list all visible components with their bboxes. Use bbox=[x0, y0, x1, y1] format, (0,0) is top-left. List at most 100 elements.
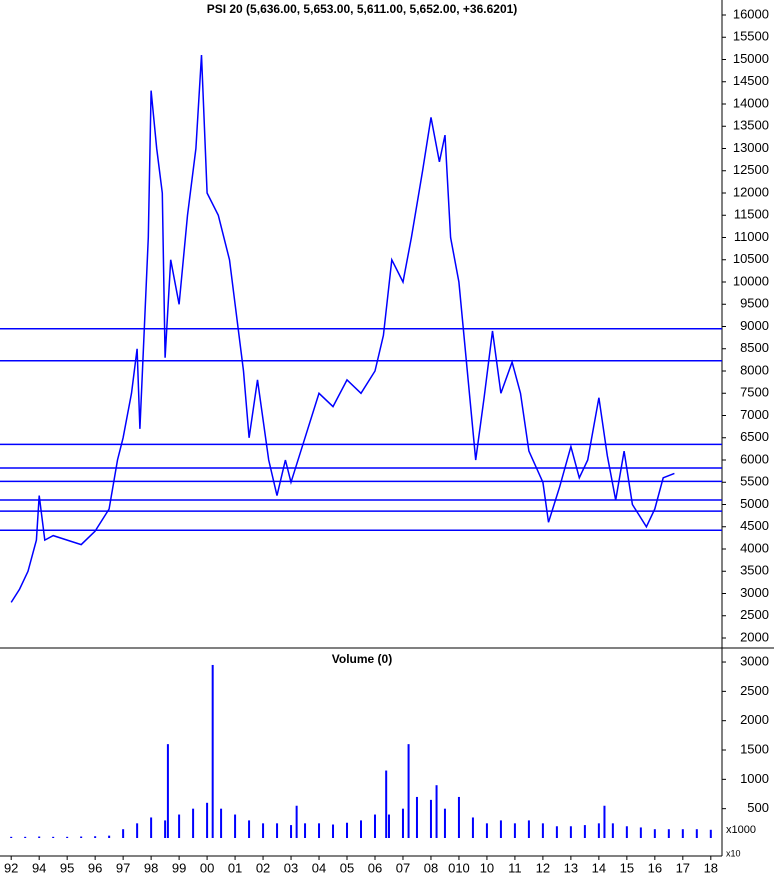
volume-bar bbox=[611, 823, 614, 838]
volume-bar bbox=[709, 829, 712, 838]
x-tick-label: 03 bbox=[284, 860, 298, 875]
x-tick-label: 96 bbox=[88, 860, 102, 875]
volume-bar bbox=[513, 823, 516, 838]
x-tick-label: 18 bbox=[704, 860, 718, 875]
volume-bar bbox=[24, 836, 27, 838]
y-tick-label: 14500 bbox=[733, 73, 769, 88]
volume-bar bbox=[401, 808, 404, 838]
volume-bar bbox=[38, 836, 41, 838]
x-tick-label: 97 bbox=[116, 860, 130, 875]
y-tick-label: 3500 bbox=[740, 563, 769, 578]
volume-bar bbox=[166, 744, 169, 838]
y-tick-label: 16000 bbox=[733, 6, 769, 21]
volume-bar bbox=[667, 829, 670, 838]
volume-bar bbox=[555, 826, 558, 838]
volume-bar bbox=[136, 823, 139, 838]
volume-bar bbox=[94, 836, 97, 838]
volume-bar bbox=[295, 805, 298, 838]
y-tick-label: 7000 bbox=[740, 407, 769, 422]
volume-bar bbox=[681, 829, 684, 838]
volume-bar bbox=[318, 823, 321, 838]
volume-bar bbox=[220, 808, 223, 838]
volume-bar bbox=[164, 820, 167, 838]
x-tick-label: 010 bbox=[448, 860, 470, 875]
volume-bar bbox=[527, 820, 530, 838]
volume-bar bbox=[178, 814, 181, 838]
x-tick-label: 17 bbox=[676, 860, 690, 875]
volume-bar bbox=[385, 770, 388, 838]
axis-note: x10 bbox=[726, 848, 741, 858]
y-tick-label: 11000 bbox=[734, 229, 769, 244]
volume-bar bbox=[603, 805, 606, 838]
volume-bar bbox=[695, 829, 698, 838]
y-tick-label: 6000 bbox=[740, 451, 769, 466]
y-tick-label: 5500 bbox=[740, 474, 769, 489]
y-tick-label: 3000 bbox=[740, 585, 769, 600]
volume-bar bbox=[211, 664, 214, 838]
y-tick-label: 8500 bbox=[740, 340, 769, 355]
volume-bar bbox=[485, 823, 488, 838]
y-tick-label: 13000 bbox=[733, 140, 769, 155]
y-tick-label: 1000 bbox=[740, 771, 769, 786]
y-tick-label: 2000 bbox=[740, 629, 769, 644]
y-tick-label: 14000 bbox=[733, 95, 769, 110]
volume-bar bbox=[80, 836, 83, 838]
volume-bar bbox=[569, 826, 572, 838]
y-tick-label: 9000 bbox=[740, 318, 769, 333]
volume-bar bbox=[66, 836, 69, 838]
volume-bar bbox=[597, 823, 600, 838]
chart-title: Volume (0) bbox=[332, 652, 392, 666]
x-tick-label: 10 bbox=[480, 860, 494, 875]
volume-bar bbox=[541, 823, 544, 838]
y-tick-label: 6500 bbox=[740, 429, 769, 444]
x-tick-label: 99 bbox=[172, 860, 186, 875]
y-tick-label: 15500 bbox=[733, 29, 769, 44]
y-tick-label: 500 bbox=[747, 800, 769, 815]
x-tick-label: 13 bbox=[564, 860, 578, 875]
volume-bar bbox=[234, 814, 237, 838]
x-tick-label: 12 bbox=[536, 860, 550, 875]
volume-bar bbox=[499, 820, 502, 838]
volume-bar bbox=[150, 817, 153, 838]
volume-bar bbox=[192, 808, 195, 838]
x-tick-label: 04 bbox=[312, 860, 326, 875]
volume-bar bbox=[387, 814, 390, 838]
volume-bar bbox=[653, 829, 656, 838]
y-tick-label: 4500 bbox=[740, 518, 769, 533]
volume-bar bbox=[471, 817, 474, 838]
volume-bar bbox=[625, 826, 628, 838]
volume-bar bbox=[360, 820, 362, 838]
x-tick-label: 06 bbox=[368, 860, 382, 875]
x-tick-label: 11 bbox=[508, 860, 522, 875]
y-tick-label: 4000 bbox=[740, 540, 769, 555]
x-tick-label: 95 bbox=[60, 860, 74, 875]
volume-bar bbox=[290, 825, 293, 838]
volume-bar bbox=[435, 785, 438, 838]
y-tick-label: 10000 bbox=[733, 273, 769, 288]
y-tick-label: 2000 bbox=[740, 712, 769, 727]
y-tick-label: 13500 bbox=[733, 118, 769, 133]
x-tick-label: 16 bbox=[648, 860, 662, 875]
volume-bar bbox=[429, 799, 432, 838]
volume-bar bbox=[52, 836, 55, 838]
volume-bar bbox=[304, 823, 307, 838]
y-tick-label: 2500 bbox=[740, 607, 769, 622]
y-tick-label: 1500 bbox=[740, 741, 769, 756]
x-tick-label: 92 bbox=[4, 860, 18, 875]
x-tick-label: 94 bbox=[32, 860, 46, 875]
unit-label: x1000 bbox=[726, 824, 756, 836]
volume-bar bbox=[373, 814, 376, 838]
volume-bar bbox=[122, 829, 125, 838]
x-tick-label: 00 bbox=[200, 860, 214, 875]
x-tick-label: 14 bbox=[592, 860, 606, 875]
volume-bar bbox=[248, 820, 251, 838]
y-tick-label: 15000 bbox=[733, 51, 769, 66]
y-tick-label: 2500 bbox=[740, 683, 769, 698]
volume-bar bbox=[407, 744, 410, 838]
volume-bar bbox=[415, 796, 418, 838]
volume-bar bbox=[332, 824, 335, 838]
volume-bar bbox=[457, 796, 460, 838]
x-tick-label: 02 bbox=[256, 860, 270, 875]
